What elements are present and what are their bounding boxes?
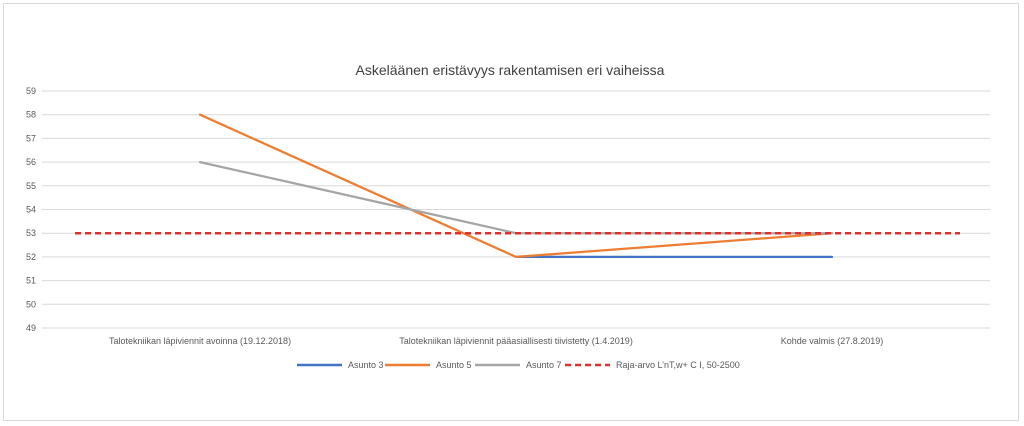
series-lines [75,113,960,259]
legend-label-3: Asunto 7 [526,360,562,370]
series-line-2 [198,113,834,259]
y-tick-label: 49 [26,323,36,333]
x-axis-ticks: Talotekniikan läpiviennit avoinna (19.12… [109,336,883,346]
legend-label-1: Asunto 3 [348,360,384,370]
series-line-3 [198,160,834,235]
x-tick-label: Kohde valmis (27.8.2019) [781,336,884,346]
y-tick-label: 59 [26,86,36,96]
x-tick-label: Talotekniikan läpiviennit pääasiallisest… [399,336,633,346]
y-tick-label: 51 [26,276,36,286]
y-tick-label: 55 [26,181,36,191]
x-tick-label: Talotekniikan läpiviennit avoinna (19.12… [109,336,291,346]
y-tick-label: 56 [26,157,36,167]
legend-label-2: Asunto 5 [436,360,472,370]
y-tick-label: 53 [26,228,36,238]
legend-label-4: Raja-arvo L’nT,w+ C I, 50-2500 [616,360,740,370]
gridlines [42,90,990,329]
chart-frame [3,3,1019,421]
y-tick-label: 52 [26,252,36,262]
chart-title: Askeläänen eristävyys rakentamisen eri v… [356,62,665,78]
legend: Asunto 3 Asunto 5 Asunto 7 Raja-arvo L’nT,w… [297,360,740,370]
y-tick-label: 58 [26,110,36,120]
y-tick-label: 54 [26,205,36,215]
y-tick-label: 57 [26,133,36,143]
y-tick-label: 50 [26,299,36,309]
y-axis-ticks: 49 50 51 52 53 54 55 56 57 58 59 [26,86,36,333]
